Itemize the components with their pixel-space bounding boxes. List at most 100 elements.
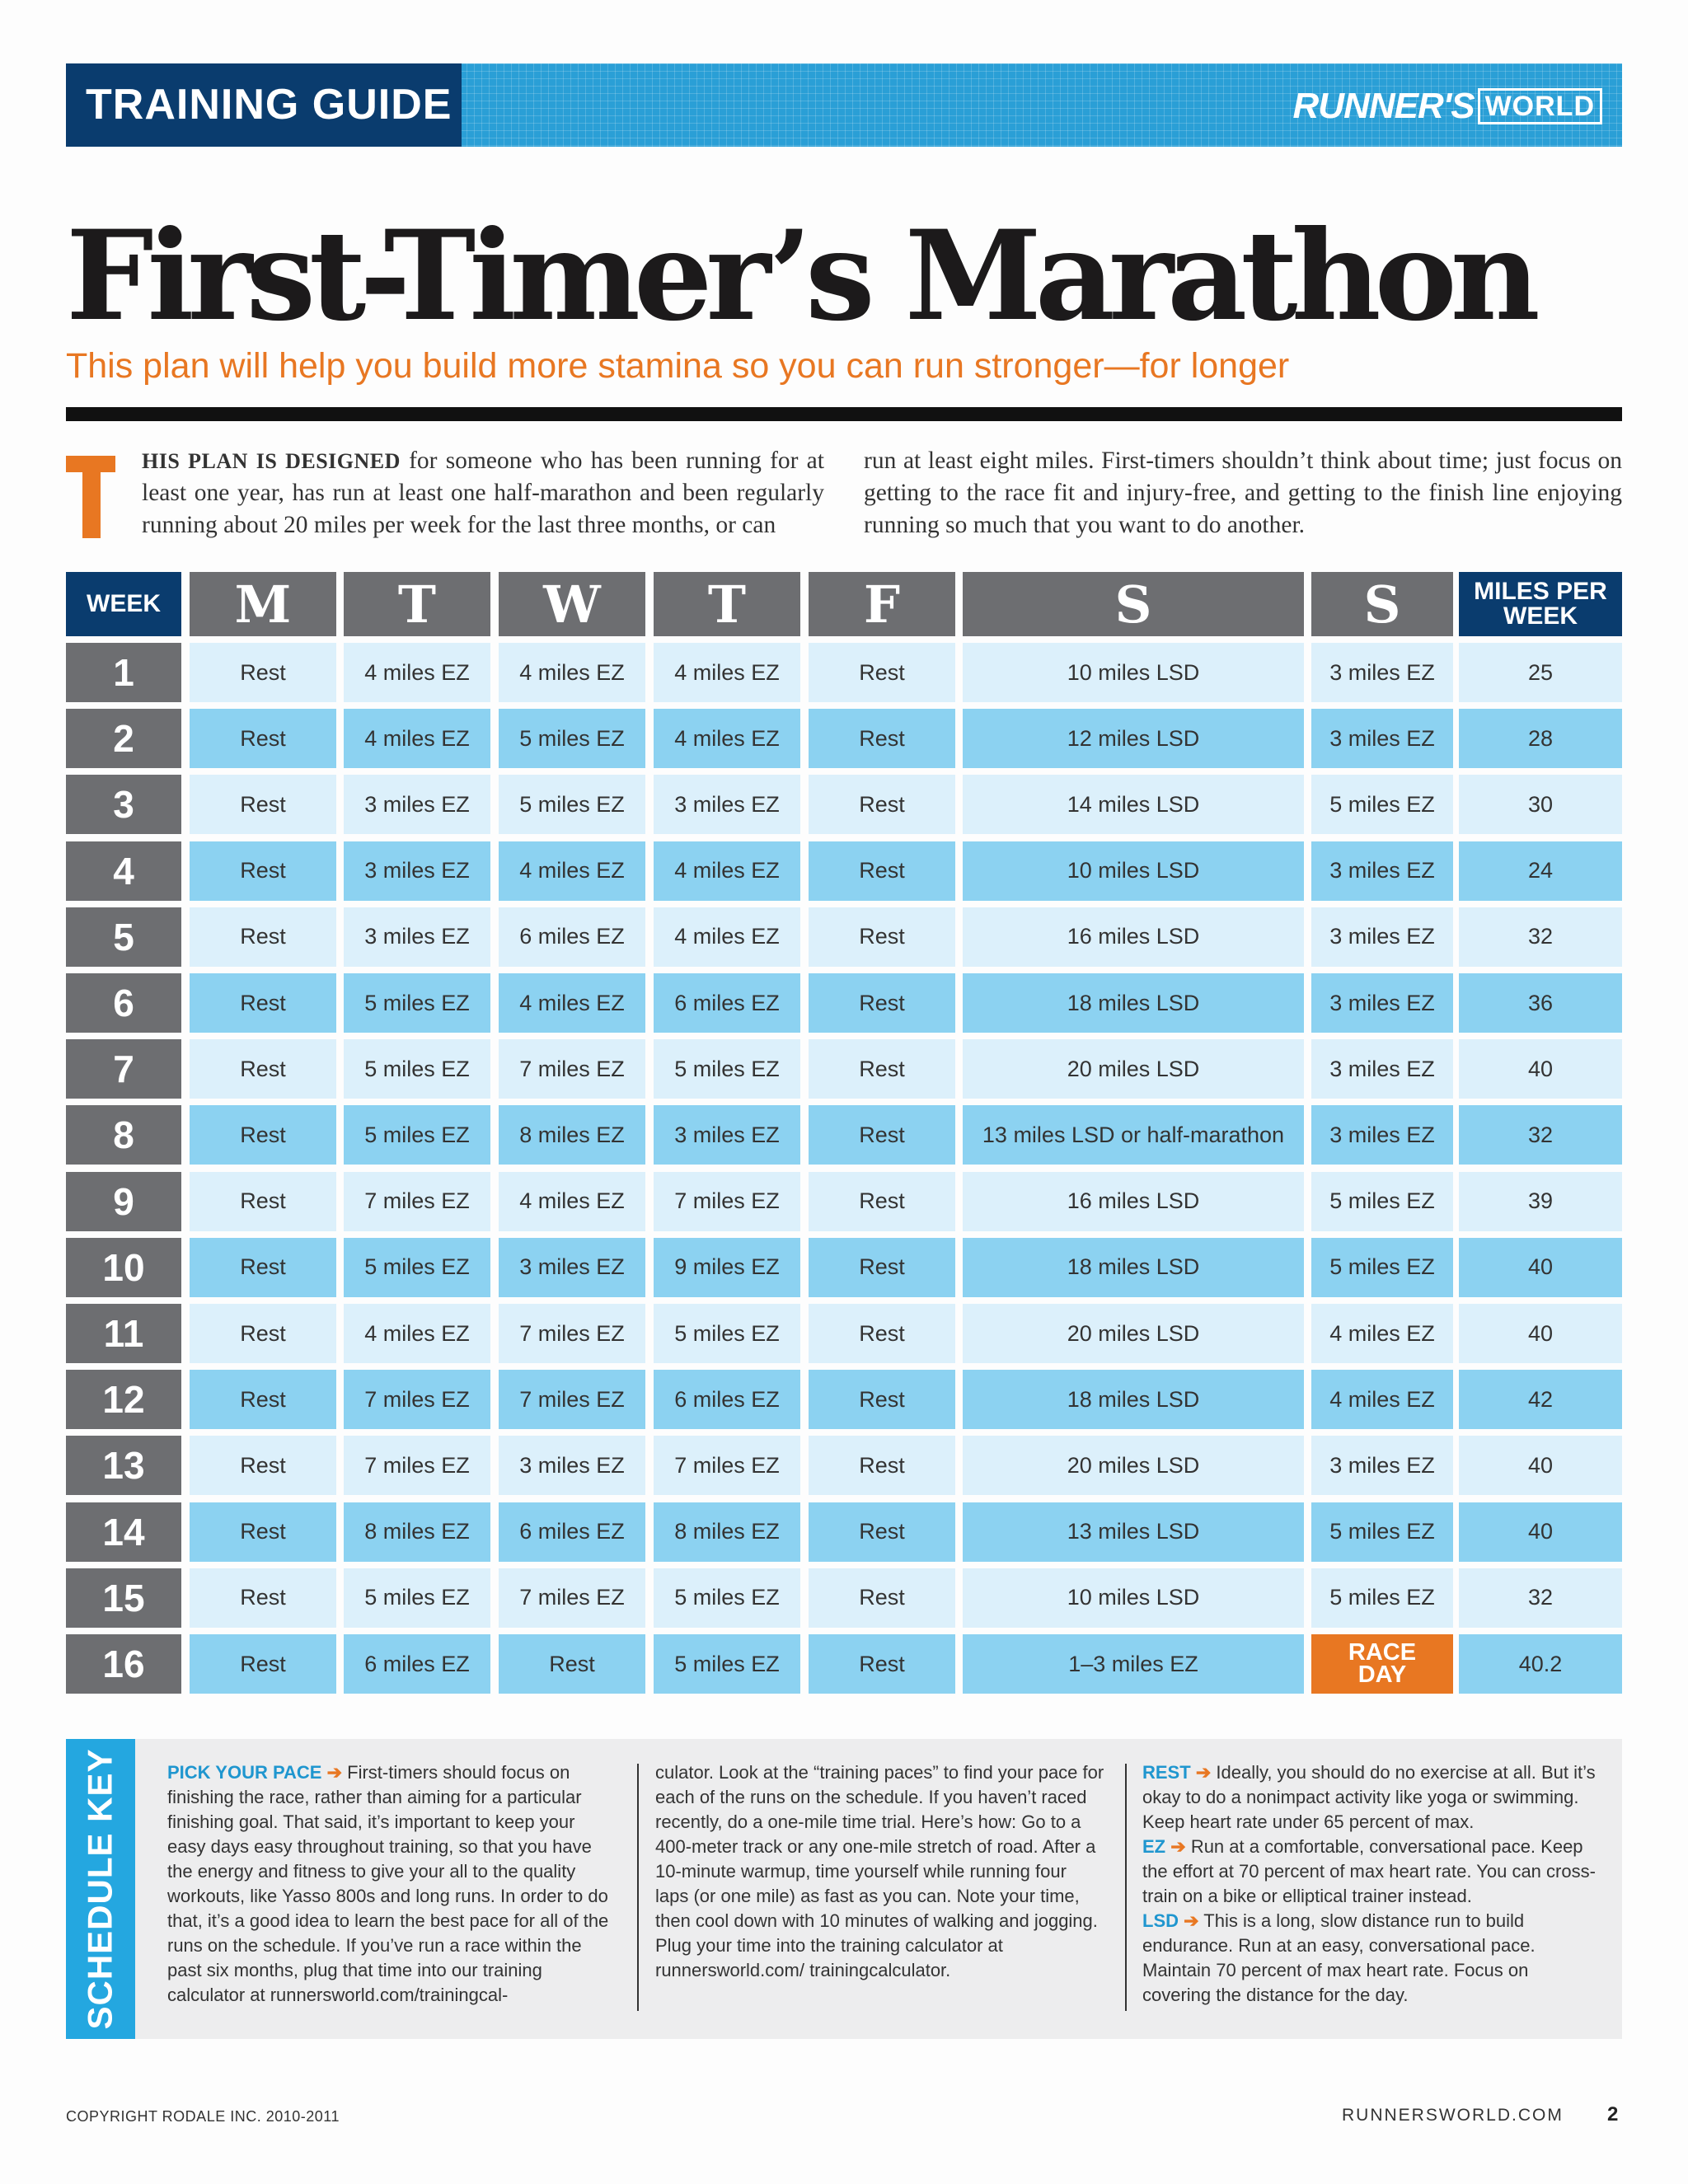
week-number: 1: [66, 643, 181, 702]
workout-cell: 5 miles EZ: [344, 1039, 490, 1099]
workout-cell: 7 miles EZ: [344, 1370, 490, 1430]
workout-cell: 5 miles EZ: [1311, 1171, 1453, 1231]
workout-cell: Rest: [190, 1105, 336, 1165]
workout-cell: 5 miles EZ: [654, 1634, 800, 1694]
workout-cell: 3 miles EZ: [654, 1105, 800, 1165]
workout-cell: Rest: [190, 1436, 336, 1496]
key-rest: REST ➔ Ideally, you should do no exercis…: [1142, 1760, 1600, 1835]
workout-cell: 4 miles EZ: [654, 907, 800, 967]
workout-cell: 6 miles EZ: [344, 1634, 490, 1694]
workout-cell: 4 miles EZ: [344, 1304, 490, 1363]
intro-right-column: run at least eight miles. First-timers s…: [864, 448, 1622, 538]
workout-cell: 20 miles LSD: [963, 1304, 1304, 1363]
week-number: 9: [66, 1171, 181, 1231]
workout-cell: 5 miles EZ: [344, 1237, 490, 1297]
footer-copyright: COPYRIGHT RODALE INC. 2010-2011: [66, 2108, 340, 2125]
workout-cell: 4 miles EZ: [499, 973, 645, 1033]
week-number: 7: [66, 1039, 181, 1099]
week-number: 5: [66, 907, 181, 967]
arrow-right-icon: ➔: [326, 1762, 343, 1783]
miles-per-week-cell: 39: [1459, 1171, 1622, 1231]
workout-cell: Rest: [809, 1237, 955, 1297]
workout-cell: Rest: [190, 1370, 336, 1430]
workout-cell: 4 miles EZ: [654, 841, 800, 901]
key-divider: [637, 1764, 639, 2011]
workout-cell: 10 miles LSD: [963, 1568, 1304, 1628]
miles-per-week-header: MILES PER WEEK: [1459, 572, 1622, 636]
workout-cell: Rest: [190, 1634, 336, 1694]
lsd-text: This is a long, slow distance run to bui…: [1142, 1910, 1536, 2005]
workout-cell: 3 miles EZ: [1311, 643, 1453, 702]
week-number: 14: [66, 1502, 181, 1562]
page-subtitle: This plan will help you build more stami…: [66, 346, 1290, 386]
workout-cell: 8 miles EZ: [654, 1502, 800, 1562]
workout-cell: 8 miles EZ: [344, 1502, 490, 1562]
workout-cell: Rest: [190, 1171, 336, 1231]
intro-left-text: for someone who has been running for at …: [142, 448, 824, 538]
miles-per-week-cell: 32: [1459, 907, 1622, 967]
workout-cell: 10 miles LSD: [963, 841, 1304, 901]
workout-cell: 7 miles EZ: [344, 1171, 490, 1231]
day-header: F: [809, 572, 955, 636]
workout-cell: 7 miles EZ: [654, 1171, 800, 1231]
workout-cell: Rest: [809, 775, 955, 835]
workout-cell: 3 miles EZ: [344, 775, 490, 835]
workout-cell: 6 miles EZ: [499, 907, 645, 967]
week-header: WEEK: [66, 572, 181, 636]
workout-cell: 5 miles EZ: [1311, 1502, 1453, 1562]
footer-site-link[interactable]: RUNNERSWORLD.COM: [1342, 2106, 1564, 2125]
workout-cell: 6 miles EZ: [654, 973, 800, 1033]
title-rule: [66, 407, 1622, 421]
workout-cell: 7 miles EZ: [654, 1436, 800, 1496]
brand-name: RUNNER'S: [1292, 86, 1475, 126]
workout-cell: Rest: [190, 709, 336, 769]
brand-logo: RUNNER'S WORLD: [1292, 86, 1602, 126]
miles-per-week-cell: 40.2: [1459, 1634, 1622, 1694]
workout-cell: 3 miles EZ: [1311, 1436, 1453, 1496]
workout-cell: 3 miles EZ: [1311, 841, 1453, 901]
schedule-key-tab: SCHEDULE KEY: [66, 1739, 135, 2039]
workout-cell: 20 miles LSD: [963, 1436, 1304, 1496]
week-number: 6: [66, 973, 181, 1033]
workout-cell: 18 miles LSD: [963, 1237, 1304, 1297]
workout-cell: 3 miles EZ: [1311, 973, 1453, 1033]
workout-cell: 5 miles EZ: [344, 1105, 490, 1165]
miles-per-week-cell: 42: [1459, 1370, 1622, 1430]
workout-cell: 4 miles EZ: [499, 841, 645, 901]
workout-cell: 13 miles LSD: [963, 1502, 1304, 1562]
workout-cell: 4 miles EZ: [654, 643, 800, 702]
workout-cell: Rest: [190, 1502, 336, 1562]
arrow-right-icon: ➔: [1195, 1762, 1212, 1783]
miles-per-week-cell: 40: [1459, 1436, 1622, 1496]
workout-cell: 12 miles LSD: [963, 709, 1304, 769]
workout-cell: Rest: [190, 907, 336, 967]
workout-cell: 9 miles EZ: [654, 1237, 800, 1297]
day-header: W: [499, 572, 645, 636]
workout-cell: 3 miles EZ: [344, 841, 490, 901]
week-number: 10: [66, 1237, 181, 1297]
ez-text: Run at a comfortable, conversational pac…: [1142, 1836, 1596, 1906]
pick-your-pace-text-1: First-timers should focus on finishing t…: [167, 1762, 609, 2005]
miles-per-week-cell: 24: [1459, 841, 1622, 901]
workout-cell: Rest: [190, 775, 336, 835]
miles-per-week-cell: 40: [1459, 1304, 1622, 1363]
day-header: M: [190, 572, 336, 636]
workout-cell: Rest: [809, 1039, 955, 1099]
week-number: 13: [66, 1436, 181, 1496]
workout-cell: 14 miles LSD: [963, 775, 1304, 835]
arrow-right-icon: ➔: [1170, 1836, 1186, 1857]
workout-cell: 5 miles EZ: [344, 1568, 490, 1628]
key-lsd: LSD ➔ This is a long, slow distance run …: [1142, 1909, 1600, 2008]
workout-cell: 4 miles EZ: [499, 643, 645, 702]
page-number: 2: [1607, 2103, 1619, 2125]
workout-cell: 6 miles EZ: [499, 1502, 645, 1562]
ez-heading: EZ: [1142, 1836, 1166, 1857]
workout-cell: 1–3 miles EZ: [963, 1634, 1304, 1694]
brand-box: WORLD: [1477, 88, 1602, 124]
workout-cell: 4 miles EZ: [1311, 1304, 1453, 1363]
day-header: S: [1311, 572, 1453, 636]
workout-cell: 5 miles EZ: [499, 775, 645, 835]
pick-your-pace-text-2: culator. Look at the “training paces” to…: [655, 1762, 1104, 1980]
workout-cell: 3 miles EZ: [654, 775, 800, 835]
workout-cell: 8 miles EZ: [499, 1105, 645, 1165]
